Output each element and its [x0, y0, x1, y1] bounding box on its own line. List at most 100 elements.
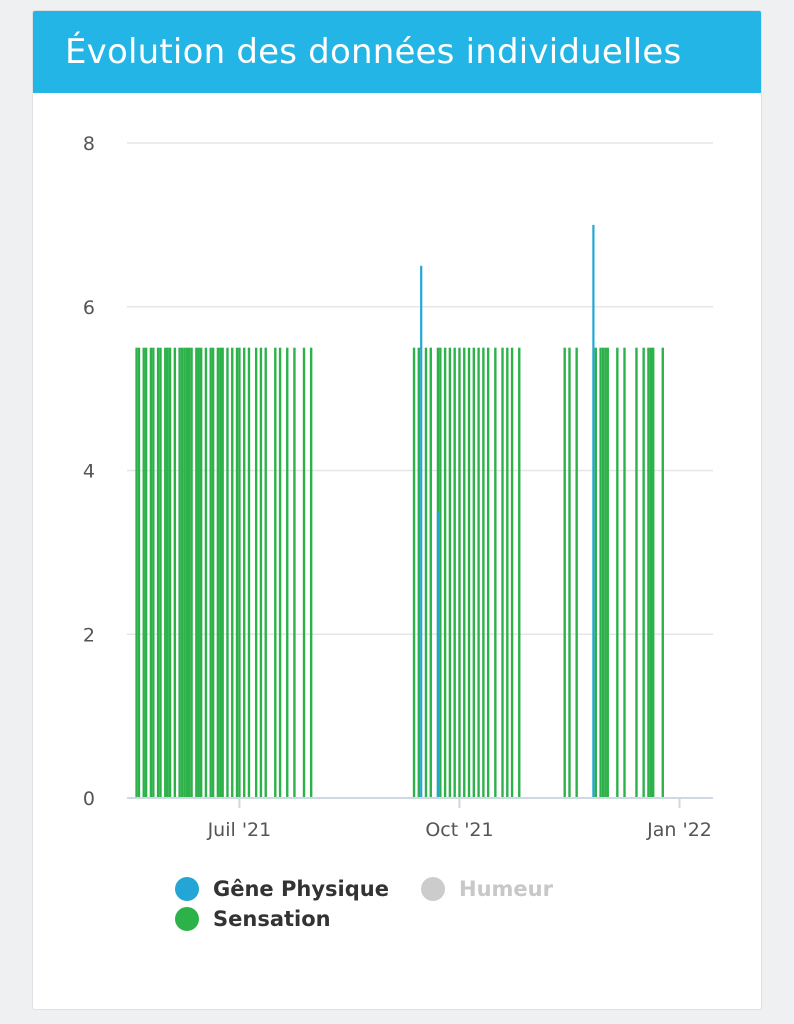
y-tick-label: 2 [83, 624, 95, 646]
sensation-bar [477, 347, 480, 798]
sensation-bar [209, 347, 212, 798]
sensation-bar [173, 347, 177, 798]
sensation-bar [467, 347, 471, 798]
sensation-bar [219, 347, 222, 798]
sensation-bar [278, 347, 282, 798]
sensation-bar [231, 347, 234, 798]
sensation-bar [649, 347, 653, 798]
sensation-bar [247, 347, 251, 798]
sensation-bar [211, 347, 215, 798]
legend-item-humeur[interactable]: Humeur [421, 877, 553, 901]
sensation-bar [264, 347, 267, 798]
sensation-bar [661, 347, 664, 798]
gene-physique-bar [420, 265, 423, 798]
sensation-bar [302, 347, 306, 798]
sensation-bar [443, 347, 447, 798]
sensation-bar [575, 347, 578, 798]
sensation-bar [221, 347, 224, 798]
sensation-bar [135, 347, 138, 798]
sensation-bar [463, 347, 466, 798]
sensation-bar [187, 347, 191, 798]
legend-item-sensation[interactable]: Sensation [175, 907, 331, 931]
gene-physique-bar [436, 511, 440, 798]
sensation-bar [142, 347, 145, 798]
x-tick-label: Oct '21 [425, 819, 493, 841]
sensation-bar [254, 347, 258, 798]
sensation-bar [506, 347, 509, 798]
legend-label: Sensation [213, 907, 331, 931]
y-tick-label: 0 [83, 788, 95, 810]
sensation-bar [149, 347, 153, 798]
sensation-bar [510, 347, 514, 798]
sensation-bar [243, 347, 246, 798]
sensation-bar [647, 347, 650, 798]
sensation-bar [309, 347, 313, 798]
sensation-bar [259, 347, 263, 798]
sensation-bar [563, 347, 566, 798]
sensation-bar [195, 347, 198, 798]
y-tick-label: 4 [83, 461, 95, 483]
sensation-bar [197, 347, 200, 798]
sensation-bar [286, 347, 289, 798]
sensation-bar [235, 347, 239, 798]
sensation-bar [137, 347, 141, 798]
sensation-bar [494, 347, 497, 798]
sensation-bar [159, 347, 162, 798]
sensation-bar [274, 347, 277, 798]
legend-label: Humeur [459, 877, 553, 901]
sensation-bar [180, 347, 184, 798]
legend-label: Gêne Physique [213, 877, 389, 901]
sensation-bar [166, 347, 169, 798]
sensation-bar [635, 347, 638, 798]
sensation-bar [594, 347, 597, 798]
y-axis-ticks: 0 2 4 6 8 [83, 133, 95, 810]
sensation-bar [178, 347, 181, 798]
sensation-bar [216, 347, 220, 798]
sensation-bar [164, 347, 167, 798]
sensation-bar [458, 347, 461, 798]
sensation-bar [453, 347, 456, 798]
bars [135, 224, 664, 798]
sensation-bar [424, 347, 428, 798]
sensation-bar [226, 347, 229, 798]
sensation-bar [439, 347, 442, 798]
sensation-bar [412, 347, 416, 798]
x-tick-label: Jan '22 [646, 819, 712, 841]
legend: Gêne Physique Humeur Sensation [175, 877, 635, 947]
sensation-bar [183, 347, 186, 798]
sensation-bar [199, 347, 203, 798]
sensation-bar [616, 347, 619, 798]
legend-dot-icon [175, 877, 199, 901]
card-title: Évolution des données individuelles [65, 32, 682, 72]
sensation-bar [293, 347, 296, 798]
gene-physique-bar [592, 224, 595, 798]
sensation-bar [204, 347, 208, 798]
chart-card: Évolution des données individuelles 0 2 4 6… [32, 10, 762, 1010]
sensation-bar [652, 347, 655, 798]
sensation-bar [168, 347, 172, 798]
sensation-bar [606, 347, 609, 798]
sensation-bar [417, 347, 421, 798]
sensation-bar [185, 347, 188, 798]
legend-item-gene-physique[interactable]: Gêne Physique [175, 877, 389, 901]
y-tick-label: 8 [83, 133, 95, 155]
legend-dot-icon [421, 877, 445, 901]
sensation-bar [238, 347, 241, 798]
sensation-bar [601, 347, 605, 798]
sensation-bar [486, 347, 490, 798]
sensation-bar [429, 347, 432, 798]
sensation-bar [501, 347, 504, 798]
y-tick-label: 6 [83, 297, 95, 319]
sensation-bar [156, 347, 160, 798]
sensation-bar [518, 347, 521, 798]
sensation-bar [599, 347, 602, 798]
sensation-bar [642, 347, 645, 798]
sensation-bar [190, 347, 193, 798]
legend-dot-icon [175, 907, 199, 931]
x-axis: Juil '21 Oct '21 Jan '22 [127, 797, 713, 841]
sensation-bar [623, 347, 626, 798]
sensation-bar [568, 347, 571, 798]
sensation-bar [472, 347, 476, 798]
bar-chart: 0 2 4 6 8 Juil '21 Oct '21 Jan '22 [83, 133, 713, 841]
sensation-bar [482, 347, 485, 798]
